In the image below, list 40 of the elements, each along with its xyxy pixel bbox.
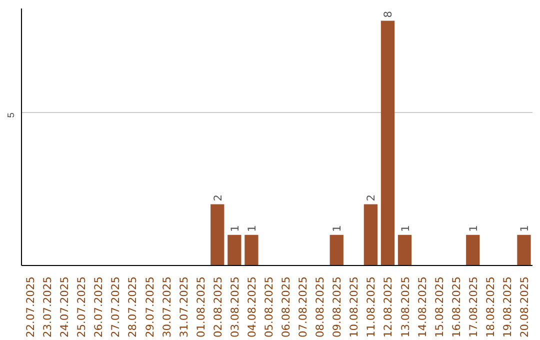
- x-tick-label: 10.08.2025: [348, 276, 361, 338]
- x-tick-label: 12.08.2025: [382, 276, 395, 338]
- data-label: 2: [364, 194, 378, 202]
- x-tick-label: 24.07.2025: [58, 276, 72, 338]
- x-tick-label: 25.07.2025: [75, 276, 88, 338]
- x-tick-label: 15.08.2025: [432, 276, 446, 338]
- x-tick-label: 14.08.2025: [416, 276, 429, 338]
- x-tick-label: 26.07.2025: [92, 276, 106, 338]
- data-label: 8: [382, 10, 395, 18]
- data-label: 1: [398, 225, 412, 232]
- x-tick-label: 22.07.2025: [24, 276, 38, 338]
- data-label: 1: [228, 225, 242, 232]
- x-tick-label: 03.08.2025: [228, 276, 242, 338]
- x-tick-label: 08.08.2025: [314, 276, 327, 338]
- x-tick-label: 29.07.2025: [143, 276, 156, 338]
- data-label: 1: [466, 225, 480, 232]
- x-tick-label: 07.08.2025: [296, 276, 310, 338]
- x-tick-label: 17.08.2025: [466, 276, 480, 338]
- x-tick-label: 06.08.2025: [280, 276, 293, 338]
- x-tick-label: 20.08.2025: [518, 276, 531, 338]
- data-label: 1: [518, 225, 531, 232]
- x-tick-label: 27.07.2025: [109, 276, 122, 338]
- x-tick-label: 18.08.2025: [484, 276, 497, 338]
- x-tick-label: 04.08.2025: [245, 276, 258, 338]
- x-tick-label: 02.08.2025: [211, 276, 224, 338]
- data-label: 1: [330, 225, 344, 232]
- x-tick-label: 31.07.2025: [177, 276, 190, 338]
- x-tick-label: 11.08.2025: [364, 276, 378, 338]
- x-tick-label: 23.07.2025: [41, 276, 54, 338]
- x-tick-label: 30.07.2025: [160, 276, 174, 338]
- x-tick-label: 19.08.2025: [500, 276, 514, 338]
- x-tick-label: 13.08.2025: [398, 276, 412, 338]
- data-label: 1: [245, 225, 258, 232]
- y-tick-label: 5: [6, 112, 16, 118]
- x-tick-label: 01.08.2025: [194, 276, 208, 338]
- x-tick-label: 05.08.2025: [262, 276, 276, 338]
- x-tick-label: 09.08.2025: [330, 276, 344, 338]
- x-tick-label: 16.08.2025: [450, 276, 463, 338]
- x-tick-label: 28.07.2025: [126, 276, 140, 338]
- data-label: 2: [211, 194, 224, 202]
